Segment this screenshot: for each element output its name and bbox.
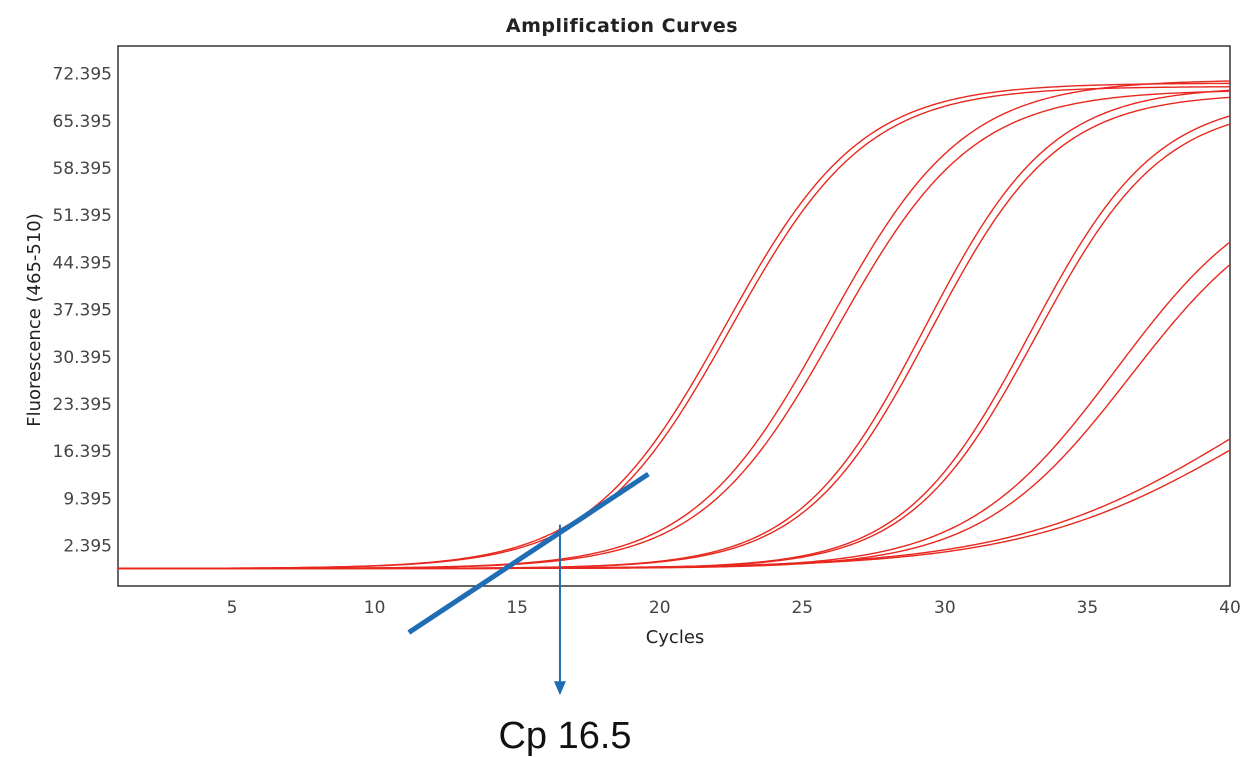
chart-title: Amplification Curves bbox=[506, 15, 738, 37]
x-tick-label: 15 bbox=[506, 598, 528, 618]
amplification-curve-12 bbox=[118, 449, 1231, 570]
x-tick-label: 30 bbox=[934, 598, 956, 618]
y-tick-label: 23.395 bbox=[53, 395, 112, 415]
y-tick-label: 65.395 bbox=[53, 112, 112, 132]
x-tick-label: 25 bbox=[791, 598, 813, 618]
y-axis-ticks: 72.395 65.395 58.395 51.395 44.395 37.395 30.3… bbox=[53, 65, 112, 557]
y-tick-label: 72.395 bbox=[53, 65, 112, 85]
tangent-line bbox=[407, 472, 650, 635]
y-tick-label: 51.395 bbox=[53, 206, 112, 226]
cp-arrow-head bbox=[553, 681, 566, 696]
y-tick-label: 2.395 bbox=[63, 537, 112, 557]
plot-frame bbox=[117, 45, 1231, 587]
y-tick-label: 30.395 bbox=[53, 348, 112, 368]
y-tick-label: 37.395 bbox=[53, 301, 112, 321]
y-tick-label: 9.395 bbox=[63, 489, 112, 509]
x-axis-label: Cycles bbox=[646, 627, 705, 648]
x-tick-label: 20 bbox=[649, 598, 671, 618]
x-tick-label: 5 bbox=[227, 598, 238, 618]
x-tick-label: 40 bbox=[1219, 598, 1241, 618]
x-tick-label: 35 bbox=[1077, 598, 1099, 618]
y-axis-label: Fluorescence (465-510) bbox=[24, 213, 45, 427]
y-tick-label: 58.395 bbox=[53, 159, 112, 179]
x-tick-label: 10 bbox=[364, 598, 386, 618]
y-tick-label: 16.395 bbox=[53, 442, 112, 462]
cp-label: Cp 16.5 bbox=[498, 715, 631, 757]
x-axis-ticks: 5 10 15 20 25 30 35 40 bbox=[227, 598, 1241, 618]
cp-annotation bbox=[407, 472, 650, 696]
y-tick-label: 44.395 bbox=[53, 253, 112, 273]
amplification-curves bbox=[118, 80, 1231, 570]
